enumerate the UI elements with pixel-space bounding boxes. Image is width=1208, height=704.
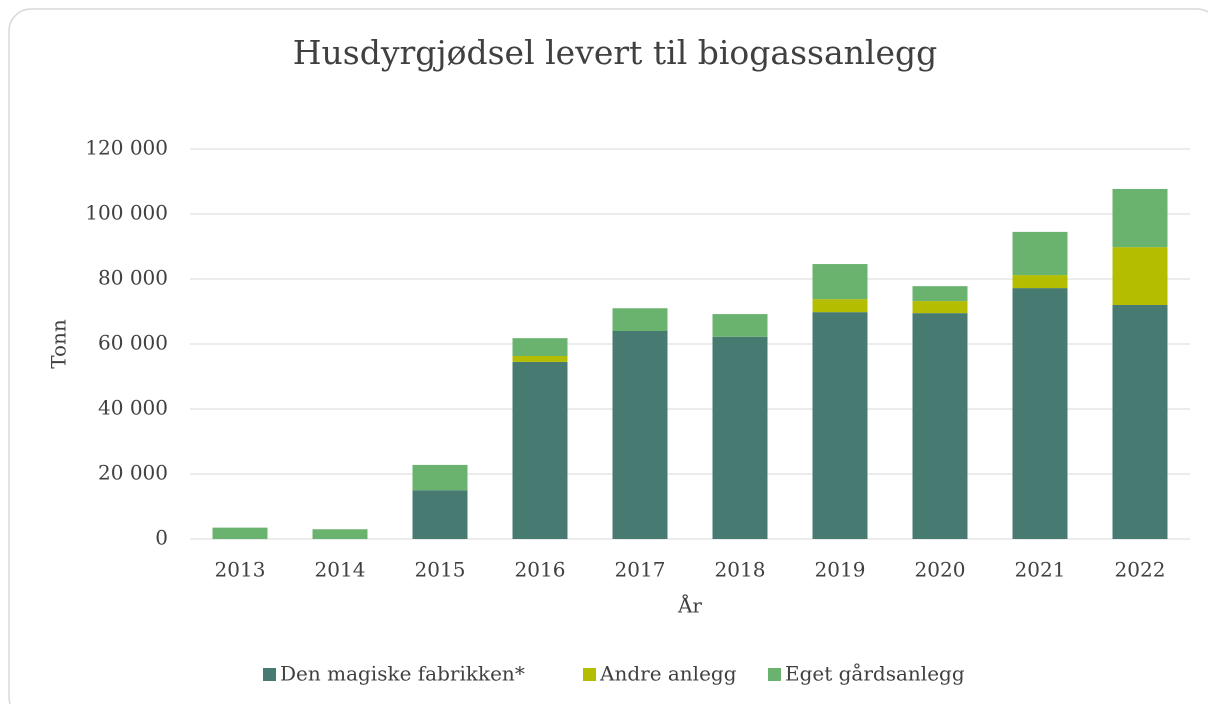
x-tick-label: 2013 bbox=[215, 558, 266, 582]
bar-segment bbox=[1112, 188, 1168, 248]
bar-segment bbox=[412, 464, 468, 491]
bar-segment bbox=[1112, 305, 1168, 539]
y-tick-label: 60 000 bbox=[98, 331, 168, 355]
y-tick-label: 100 000 bbox=[85, 201, 168, 225]
bar-segment bbox=[312, 529, 368, 539]
bar-segment bbox=[512, 356, 568, 362]
legend-label: Andre anlegg bbox=[599, 662, 737, 686]
bar-segment bbox=[1012, 288, 1068, 539]
bar-segment bbox=[912, 301, 968, 314]
x-tick-label: 2014 bbox=[315, 558, 366, 582]
bar-segment bbox=[712, 336, 768, 539]
bar-segment bbox=[612, 308, 668, 331]
card bbox=[8, 8, 1208, 704]
x-axis-label: År bbox=[677, 593, 702, 618]
bar-segment bbox=[412, 490, 468, 539]
x-tick-label: 2020 bbox=[915, 558, 966, 582]
bar-segment bbox=[812, 299, 868, 313]
chart-title: Husdyrgjødsel levert til biogassanlegg bbox=[293, 33, 937, 72]
legend-label: Den magiske fabrikken* bbox=[280, 662, 525, 686]
y-tick-label: 20 000 bbox=[98, 461, 168, 485]
x-tick-label: 2022 bbox=[1115, 558, 1166, 582]
x-tick-label: 2018 bbox=[715, 558, 766, 582]
bar-segment bbox=[212, 527, 268, 539]
legend-label: Eget gårdsanlegg bbox=[785, 662, 965, 686]
x-tick-label: 2017 bbox=[615, 558, 666, 582]
x-tick-label: 2021 bbox=[1015, 558, 1066, 582]
legend-swatch bbox=[768, 668, 781, 681]
y-tick-label: 120 000 bbox=[85, 136, 168, 160]
bar-segment bbox=[712, 314, 768, 337]
bar-segment bbox=[912, 313, 968, 539]
y-axis-label: Tonn bbox=[47, 319, 71, 369]
legend-swatch bbox=[583, 668, 596, 681]
legend-swatch bbox=[263, 668, 276, 681]
bar-segment bbox=[612, 331, 668, 539]
x-tick-label: 2015 bbox=[415, 558, 466, 582]
bar-segment bbox=[812, 264, 868, 300]
x-tick-label: 2016 bbox=[515, 558, 566, 582]
bar-segment bbox=[512, 338, 568, 357]
y-tick-label: 80 000 bbox=[98, 266, 168, 290]
y-tick-label: 0 bbox=[155, 526, 168, 550]
bar-segment bbox=[1012, 275, 1068, 289]
x-tick-label: 2019 bbox=[815, 558, 866, 582]
y-tick-label: 40 000 bbox=[98, 396, 168, 420]
bar-segment bbox=[912, 286, 968, 302]
bar-segment bbox=[812, 312, 868, 539]
bar-segment bbox=[512, 361, 568, 539]
bar-segment bbox=[1112, 247, 1168, 305]
bar-segment bbox=[1012, 231, 1068, 276]
